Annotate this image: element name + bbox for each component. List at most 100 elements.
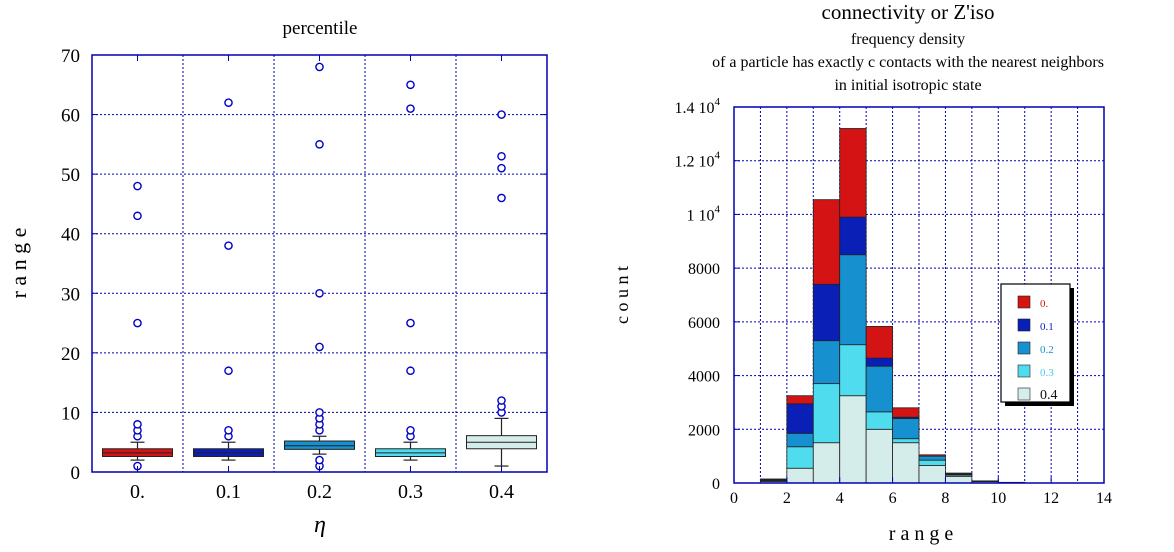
bar-segment <box>945 472 973 475</box>
bar-segment <box>865 428 893 484</box>
outlier-point <box>224 98 233 107</box>
plot-frame <box>91 54 548 473</box>
legend-swatch <box>1017 387 1031 401</box>
legend-swatch <box>1017 318 1031 332</box>
outlier-point <box>224 425 233 435</box>
bar-segment <box>892 418 920 440</box>
bar-segment <box>918 459 946 466</box>
bar-segment <box>865 357 893 367</box>
legend-label: 0.4 <box>1040 388 1058 403</box>
outlier-point <box>315 288 324 298</box>
box-plot-chart: percentile 0 10 20 30 40 50 60 70 0. 0.1 0.2 0.3 0.4… <box>6 18 548 538</box>
x-axis-label: η <box>314 512 326 538</box>
bar-segment <box>812 383 841 444</box>
y-tick-label: 40 <box>61 225 80 246</box>
bar-segment <box>839 344 867 397</box>
outlier-point <box>406 366 415 376</box>
bar-segment <box>892 442 920 484</box>
y-tick-base: 1 10 <box>687 207 715 224</box>
y-tick-exponent: 4 <box>715 150 721 162</box>
stacked-histogram-chart: connectivity or Z'iso frequency density … <box>612 0 1113 545</box>
x-tick-label: 8 <box>941 490 949 507</box>
title-line-4: in initial isotropic state <box>834 77 981 94</box>
x-tick-label: 12 <box>1043 490 1059 507</box>
y-tick-base: 1.4 10 <box>675 100 715 117</box>
outlier-point <box>315 62 324 72</box>
axis-ticks: 0 10 20 30 40 50 60 70 0. 0.1 0.2 0.3 0.4 <box>61 46 547 503</box>
y-tick-base: 1.2 10 <box>675 154 715 171</box>
outlier-point <box>133 420 142 429</box>
y-tick-base: 8000 <box>688 261 720 278</box>
bar-segment <box>865 365 893 413</box>
bar-segment <box>812 199 841 285</box>
y-tick-base: 4000 <box>688 369 720 386</box>
legend-label: 0. <box>1040 298 1049 310</box>
legend-label: 0.2 <box>1040 344 1054 356</box>
box-0 <box>102 181 173 471</box>
legend-label: 0.1 <box>1040 321 1054 333</box>
bar-segment <box>786 432 814 448</box>
outlier-point <box>133 318 142 328</box>
outlier-point <box>406 425 415 435</box>
y-tick-label: 70 <box>61 46 80 67</box>
title-line-1: connectivity or Z'iso <box>822 0 995 24</box>
y-axis-label: c o u n t <box>612 266 632 324</box>
bar-segment <box>786 395 814 405</box>
y-tick-label: 60 <box>61 106 80 127</box>
y-axis-label: r a n g e <box>6 228 31 299</box>
outlier-point <box>497 151 506 161</box>
bar-segment <box>865 326 893 359</box>
boxes <box>102 62 537 471</box>
box-1 <box>193 98 264 461</box>
y-tick-base: 2000 <box>688 422 720 439</box>
x-tick-label: 0 <box>730 490 738 507</box>
title-line-3: of a particle has exactly c contacts wit… <box>712 54 1104 71</box>
outlier-point <box>497 163 506 173</box>
x-tick-label: 0.4 <box>489 481 514 503</box>
bar-segment <box>918 455 946 461</box>
bar-segment <box>760 478 788 480</box>
bar-segment <box>892 407 920 418</box>
outlier-point <box>497 110 506 119</box>
bar-segment <box>945 475 973 484</box>
box-body <box>284 440 355 450</box>
x-tick-label: 2 <box>783 490 791 507</box>
box-2 <box>284 62 355 471</box>
outlier-point <box>315 455 324 465</box>
bar-segment <box>839 128 867 218</box>
grid <box>92 55 547 472</box>
box-4 <box>466 110 537 467</box>
y-tick-label: 10 <box>61 403 80 424</box>
bar-segment <box>786 403 814 434</box>
y-tick-base: 6000 <box>688 315 720 332</box>
y-tick-label: 30 <box>61 284 80 305</box>
x-tick-label: 0.3 <box>398 481 423 503</box>
y-tick-label: 1 104 <box>687 203 721 224</box>
legend-box <box>1000 283 1071 403</box>
y-tick-label: 6000 <box>688 315 720 332</box>
outlier-point <box>315 342 324 352</box>
x-tick-label: 14 <box>1096 490 1112 507</box>
y-tick-label: 0 <box>71 463 81 484</box>
y-tick-label: 2000 <box>688 422 720 439</box>
bar-segment <box>892 438 920 444</box>
outlier-point <box>497 396 506 405</box>
chart-title: connectivity or Z'iso frequency density … <box>712 0 1104 94</box>
legend-label: 0.3 <box>1040 367 1054 379</box>
bar-segment <box>865 411 893 430</box>
y-tick-label: 20 <box>61 344 80 365</box>
chart-title: percentile <box>283 18 358 39</box>
y-tick-base: 0 <box>712 476 720 493</box>
outlier-point <box>133 181 142 191</box>
legend-swatch <box>1017 295 1031 309</box>
bar-segment <box>786 467 814 484</box>
bar-segment <box>786 446 814 469</box>
y-tick-label: 4000 <box>688 369 720 386</box>
box-3 <box>375 80 446 461</box>
outlier-point <box>224 366 233 376</box>
outlier-point <box>224 241 233 250</box>
x-tick-label: 6 <box>889 490 897 507</box>
title-line-2: frequency density <box>851 31 965 48</box>
x-tick-label: 4 <box>836 490 844 507</box>
